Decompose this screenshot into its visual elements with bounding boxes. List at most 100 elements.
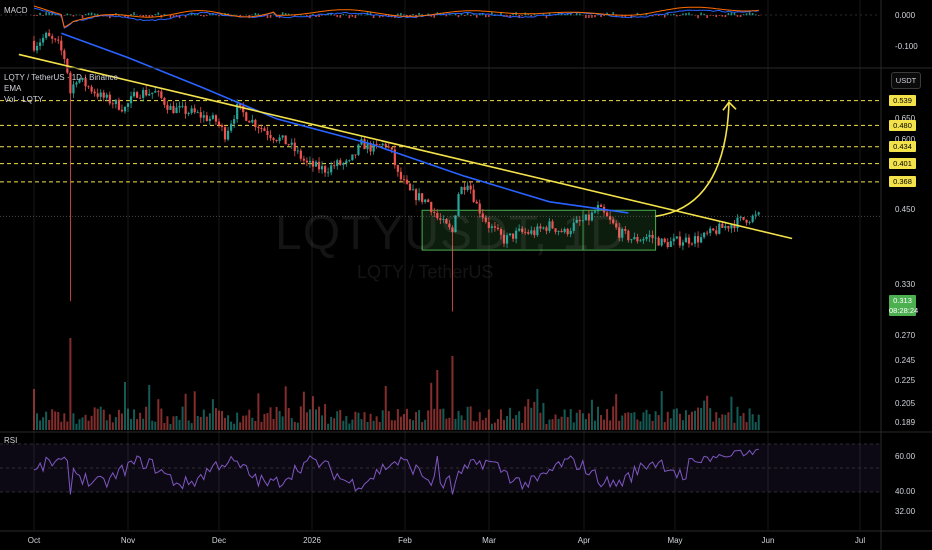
volume-bar <box>600 415 603 430</box>
volume-bar <box>227 415 230 430</box>
volume-legend[interactable]: Vol · LQTY <box>4 95 44 104</box>
volume-bar <box>290 418 293 430</box>
candles <box>32 29 760 312</box>
candle-body <box>254 119 257 128</box>
volume-bar <box>718 417 721 430</box>
volume-bar <box>533 401 536 430</box>
candle-body <box>184 105 187 114</box>
candle-body <box>81 78 84 81</box>
macd-histogram-bar <box>663 15 666 18</box>
candle-body <box>154 91 157 93</box>
candle-body <box>263 128 266 131</box>
candle-body <box>69 72 72 94</box>
price-axis-label: 0.600 <box>895 135 916 144</box>
candle-body <box>57 39 60 41</box>
candle-body <box>681 242 685 246</box>
countdown-tag: 08:28:24 <box>889 305 919 316</box>
macd-histogram-bar <box>378 15 381 18</box>
macd-histogram-bar <box>136 14 138 16</box>
candle-body <box>405 179 409 184</box>
macd-histogram-bar <box>600 15 602 18</box>
candle-body <box>612 219 615 224</box>
volume-bar <box>351 419 354 430</box>
volume-bar <box>657 415 660 430</box>
volume-bar <box>114 416 117 430</box>
candle-body <box>190 108 193 113</box>
time-axis-label: Feb <box>398 536 412 545</box>
macd-histogram-bar <box>533 13 536 16</box>
volume-bar <box>139 412 142 430</box>
candle-body <box>35 45 39 51</box>
ema-legend[interactable]: EMA <box>4 84 22 93</box>
macd-histogram-bar <box>284 13 287 16</box>
macd-histogram-bar <box>688 12 690 16</box>
macd-histogram-bar <box>178 15 181 19</box>
candle-body <box>387 146 390 148</box>
volume-bar <box>645 409 648 430</box>
macd-histogram-bar <box>697 15 699 19</box>
macd-histogram-bar <box>409 15 411 17</box>
volume-bar <box>278 410 281 430</box>
candle-body <box>357 144 360 155</box>
level-tag: 0.480 <box>889 119 916 131</box>
rsi-legend[interactable]: RSI <box>4 436 18 445</box>
volume-bar <box>563 409 566 430</box>
currency-button[interactable]: USDT <box>891 72 921 89</box>
macd-histogram-bar <box>481 13 484 16</box>
candle-body <box>378 144 381 146</box>
macd-histogram-bar <box>694 15 696 16</box>
macd-histogram-bar <box>463 15 466 17</box>
candle-body <box>757 212 760 215</box>
macd-histogram-bar <box>87 12 90 16</box>
macd-legend[interactable]: MACD <box>4 6 28 15</box>
volume-bar <box>217 410 220 430</box>
candle-body <box>411 189 415 191</box>
price-axis-label: 0.189 <box>895 418 916 427</box>
volume-bar <box>224 417 227 430</box>
macd-histogram-bar <box>184 15 187 18</box>
candle-body <box>120 109 124 112</box>
volume-bar <box>90 415 93 430</box>
macd-histogram-bar <box>196 13 199 16</box>
candle-body <box>466 185 469 190</box>
candle-body <box>414 189 418 201</box>
macd-histogram-bar <box>679 15 681 16</box>
candle-body <box>578 220 581 222</box>
macd-histogram-bar <box>163 13 166 16</box>
candle-body <box>436 213 439 219</box>
volume-bar <box>521 422 524 430</box>
candle-body <box>663 238 666 243</box>
volume-bar <box>612 406 615 430</box>
candle-body <box>178 106 181 108</box>
macd-histogram-bar <box>706 15 708 19</box>
candle-body <box>536 226 539 236</box>
volume-bar <box>366 421 369 430</box>
macd-histogram-bar <box>351 15 354 17</box>
volume-bar <box>260 421 263 430</box>
volume-bar <box>78 419 81 430</box>
candle-body <box>630 239 633 241</box>
candle-body <box>651 234 654 239</box>
macd-histogram-bar <box>530 15 533 17</box>
candle-body <box>135 92 139 98</box>
volume-bar <box>148 385 151 430</box>
macd-histogram-bar <box>254 12 257 16</box>
candle-body <box>684 237 688 243</box>
volume-bar <box>554 414 557 430</box>
candle-body <box>615 223 618 228</box>
time-axis-label: 2026 <box>303 536 321 545</box>
volume-bar <box>175 415 178 430</box>
volume-bar <box>636 419 639 430</box>
candle-body <box>678 236 681 246</box>
watermark-pair: LQTY / TetherUS <box>357 262 494 282</box>
symbol-title[interactable]: LQTY / TetherUS · 1D · Binance <box>4 73 118 82</box>
candle-body <box>284 135 287 145</box>
macd-histogram-bar <box>485 15 487 18</box>
volume-bar <box>221 410 223 430</box>
volume-bar <box>730 396 733 430</box>
candle-body <box>72 84 75 94</box>
candle-body <box>248 120 251 123</box>
volume-bar <box>675 408 678 430</box>
candle-body <box>211 115 215 119</box>
